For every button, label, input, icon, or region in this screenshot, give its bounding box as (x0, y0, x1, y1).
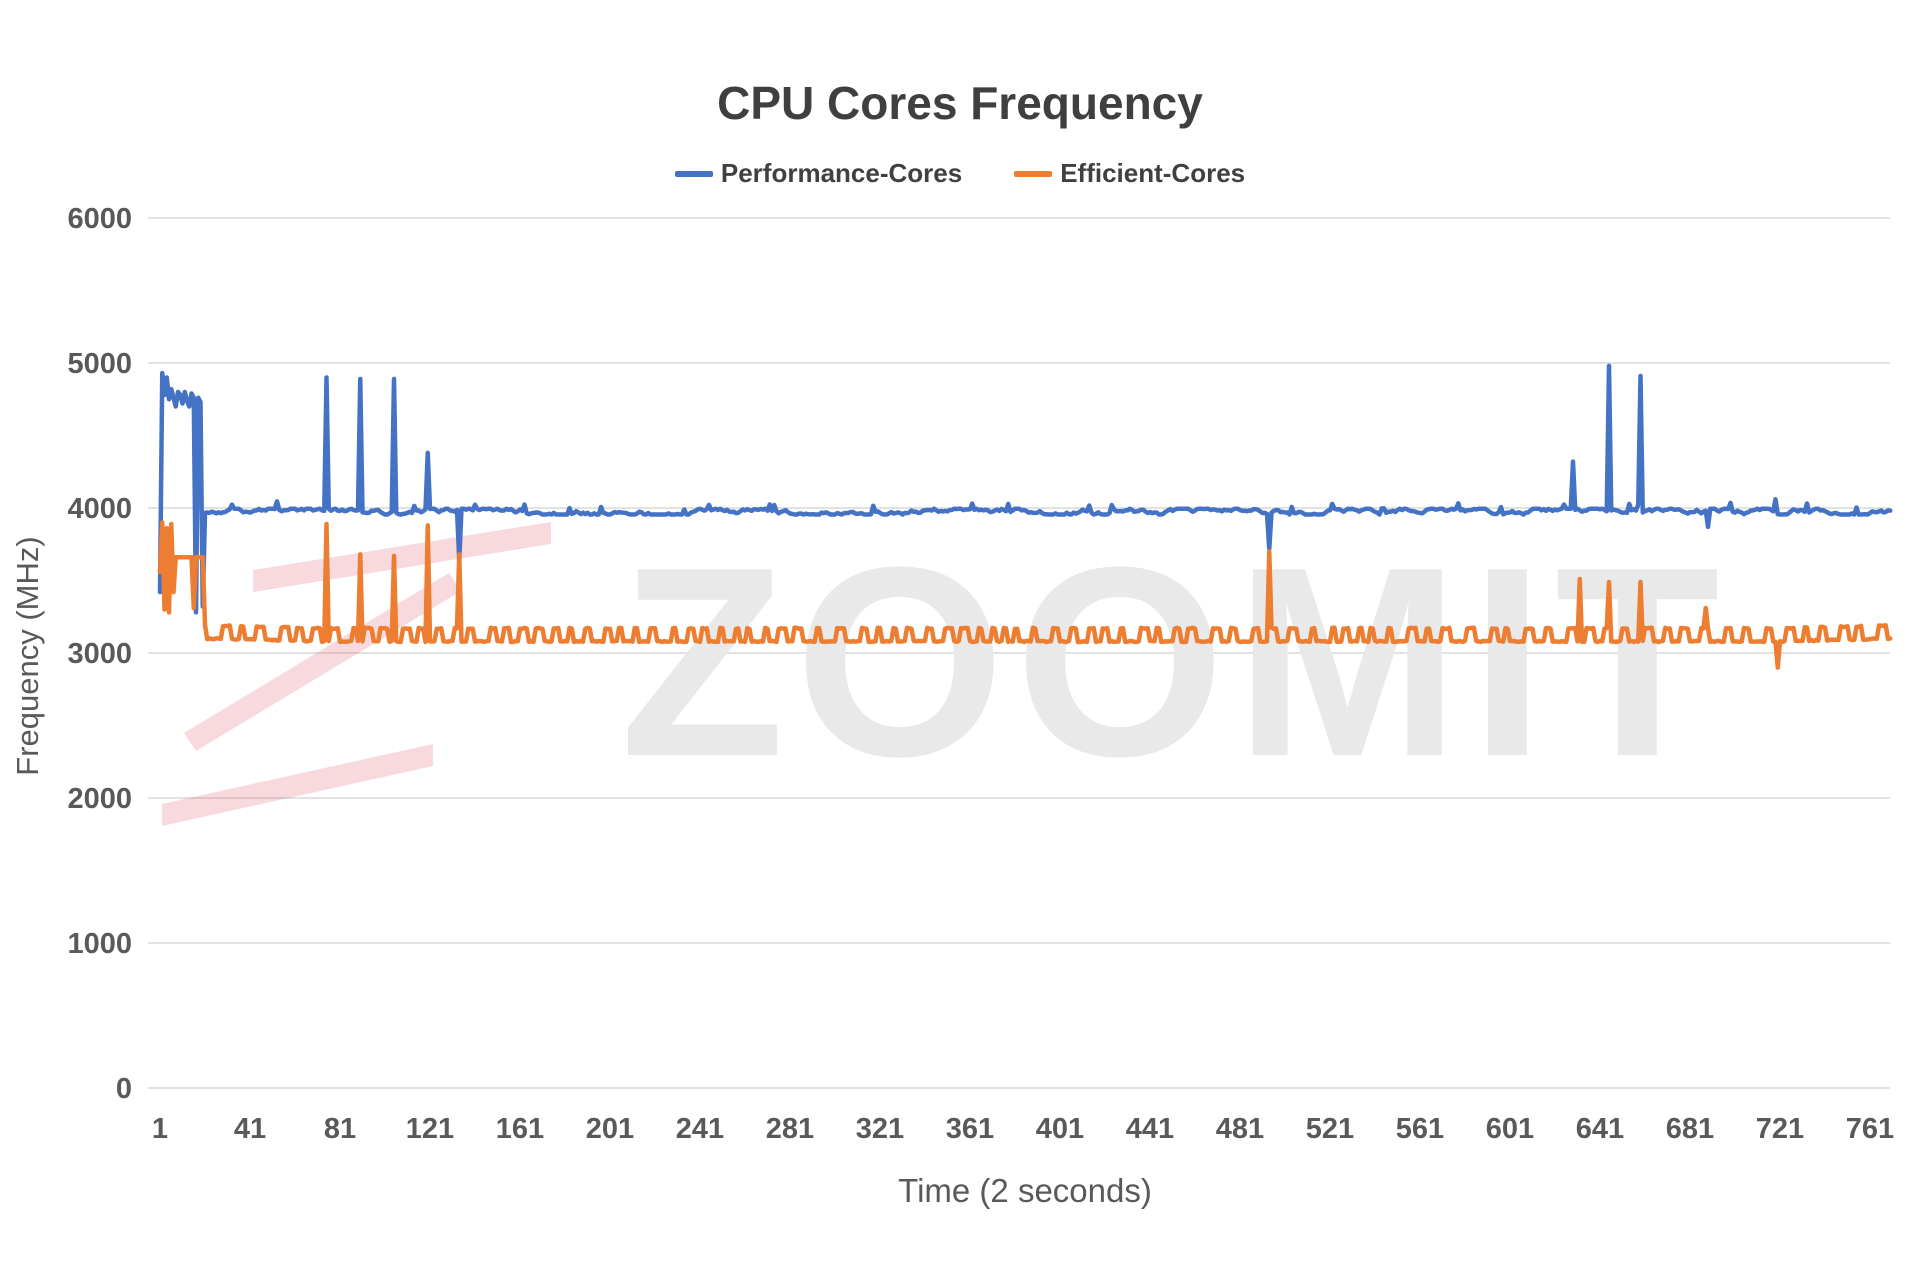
x-tick-label: 681 (1666, 1113, 1714, 1145)
x-tick-label: 401 (1036, 1113, 1084, 1145)
zoomit-logo-bottom-band (162, 744, 433, 826)
x-tick-label: 441 (1126, 1113, 1174, 1145)
x-tick-label: 241 (676, 1113, 724, 1145)
legend: Performance-Cores Efficient-Cores (0, 158, 1920, 189)
x-tick-label: 121 (406, 1113, 454, 1145)
x-tick-label: 361 (946, 1113, 994, 1145)
x-tick-label: 721 (1756, 1113, 1804, 1145)
x-tick-label: 481 (1216, 1113, 1264, 1145)
zoomit-logo-top-band (253, 522, 551, 592)
legend-item-efficient: Efficient-Cores (1014, 158, 1245, 189)
x-axis-title: Time (2 seconds) (898, 1172, 1152, 1209)
x-tick-label: 321 (856, 1113, 904, 1145)
x-tick-label: 41 (234, 1113, 266, 1145)
x-tick-label: 81 (324, 1113, 356, 1145)
performance-cores-swatch (674, 170, 713, 177)
performance-cores-label: Performance-Cores (720, 158, 963, 188)
x-tick-label: 201 (586, 1113, 634, 1145)
y-tick-label: 0 (116, 1073, 132, 1105)
y-tick-label: 3000 (67, 638, 132, 670)
zoomit-logo-diagonal-band (184, 573, 461, 751)
series-line-performance-cores (157, 363, 1893, 615)
legend-item-performance: Performance-Cores (674, 158, 963, 189)
x-tick-label: 761 (1846, 1113, 1894, 1145)
y-tick-label: 5000 (67, 348, 132, 380)
zoomit-text-watermark: ZOOMIT (620, 512, 1730, 813)
x-tick-label: 641 (1576, 1113, 1624, 1145)
chart-title: CPU Cores Frequency (717, 77, 1203, 129)
x-tick-label: 161 (496, 1113, 544, 1145)
x-tick-label: 1 (152, 1113, 168, 1145)
y-tick-label: 1000 (67, 928, 132, 960)
y-tick-label: 6000 (67, 203, 132, 235)
y-tick-label: 4000 (67, 493, 132, 525)
series-line-efficient-cores (157, 520, 1893, 670)
efficient-cores-swatch (1014, 170, 1053, 177)
efficient-cores-label: Efficient-Cores (1060, 158, 1246, 188)
y-tick-label: 2000 (67, 783, 132, 815)
x-tick-label: 521 (1306, 1113, 1354, 1145)
x-tick-label: 601 (1486, 1113, 1534, 1145)
x-tick-label: 281 (766, 1113, 814, 1145)
x-tick-label: 561 (1396, 1113, 1444, 1145)
